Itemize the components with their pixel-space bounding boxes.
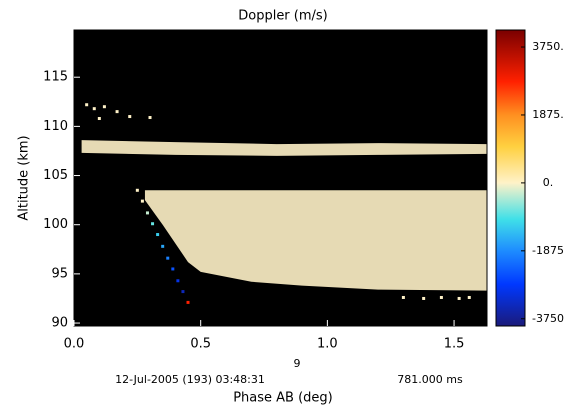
data-point [92,107,96,111]
colorbar-tick-label: 3750. [532,40,564,53]
data-point [171,267,175,271]
colorbar-tick-label: -1875 [532,244,564,257]
echo-region [81,140,487,156]
data-point [148,116,152,120]
data-point [439,295,443,299]
x-tick-label: 1.5 [444,337,465,352]
echo-region [144,190,488,291]
data-point [161,244,165,248]
data-point [140,199,144,203]
y-tick-label: 95 [51,266,68,281]
y-tick-label: 110 [43,119,68,134]
data-point [85,103,89,107]
data-point [401,295,405,299]
y-tick-label: 90 [51,316,68,331]
y-axis-label: Altitude (km) [17,135,32,220]
data-point [186,300,190,304]
data-point [102,105,106,109]
colorbar-tick-label: 1875. [532,108,564,121]
x-axis-label: Phase AB (deg) [233,391,333,406]
data-point [422,296,426,300]
x-tick-label: 0.0 [64,337,85,352]
data-point [181,290,185,294]
data-point [176,279,180,283]
y-tick-label: 100 [43,217,68,232]
x-tick-label: 0.5 [190,337,211,352]
annotation: 9 [294,357,301,370]
colorbar-tick-label: -3750 [532,312,564,325]
data-point [97,117,101,121]
y-tick-label: 115 [43,70,68,85]
data-point [145,211,149,215]
annotation: 12-Jul-2005 (193) 03:48:31 [115,373,265,386]
plot-frame [73,29,488,327]
data-point [156,233,160,237]
data-point [135,188,139,192]
data-point [128,115,132,119]
chart-title: Doppler (m/s) [238,9,328,24]
data-point [457,296,461,300]
colorbar-tick-label: 0. [543,176,554,189]
annotation: 781.000 ms [397,373,463,386]
data-point [166,256,170,260]
data-point [467,295,471,299]
x-tick-label: 1.0 [317,337,338,352]
colorbar [495,29,526,327]
data-point [115,110,119,114]
data-point [151,222,155,226]
y-tick-label: 105 [43,168,68,183]
